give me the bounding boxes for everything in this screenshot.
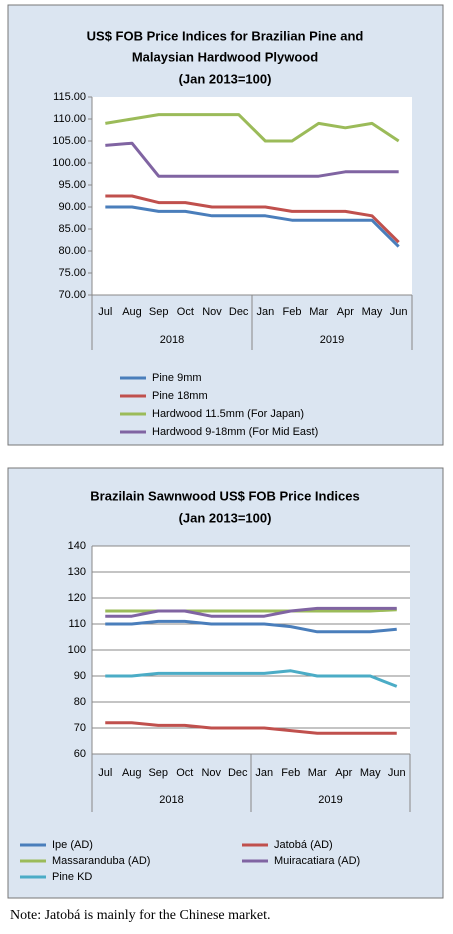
- legend-label: Massaranduba (AD): [52, 855, 150, 867]
- x-tick-label: Aug: [122, 767, 142, 779]
- year-label: 2019: [318, 794, 342, 806]
- series-line: [105, 194, 400, 244]
- x-tick-label: Oct: [177, 306, 194, 318]
- y-tick-label: 70.00: [58, 289, 86, 301]
- legend-label: Pine 18mm: [152, 390, 208, 402]
- year-label: 2018: [159, 794, 183, 806]
- legend-label: Muiracatiara (AD): [274, 855, 360, 867]
- legend-label: Ipe (AD): [52, 839, 93, 851]
- x-tick-label: Sep: [148, 767, 168, 779]
- series-line: [105, 205, 400, 248]
- y-tick-label: 70: [74, 722, 86, 734]
- x-tick-label: Apr: [337, 306, 354, 318]
- x-tick-label: Jan: [255, 767, 273, 779]
- x-tick-label: Feb: [283, 306, 302, 318]
- x-tick-label: Feb: [281, 767, 300, 779]
- legend-label: Hardwood 9-18mm (For Mid East): [152, 426, 318, 438]
- x-tick-label: Jan: [256, 306, 274, 318]
- y-tick-label: 100.00: [52, 157, 86, 169]
- legend-label: Jatobá (AD): [274, 839, 333, 851]
- y-tick-label: 60: [74, 748, 86, 760]
- y-tick-label: 90.00: [58, 201, 86, 213]
- y-tick-label: 80.00: [58, 245, 86, 257]
- chart-title: Brazilain Sawnwood US$ FOB Price Indices: [90, 488, 359, 503]
- x-tick-label: Jul: [98, 306, 112, 318]
- series-line: [105, 141, 399, 178]
- x-tick-label: Jun: [390, 306, 408, 318]
- x-tick-label: Mar: [308, 767, 327, 779]
- x-tick-label: Nov: [201, 767, 221, 779]
- chart-title: (Jan 2013=100): [179, 71, 272, 86]
- x-tick-label: Oct: [176, 767, 193, 779]
- x-tick-label: Dec: [229, 306, 249, 318]
- series-line: [105, 619, 397, 634]
- y-tick-label: 75.00: [58, 267, 86, 279]
- y-tick-label: 85.00: [58, 223, 86, 235]
- chart-title: (Jan 2013=100): [179, 510, 272, 525]
- y-tick-label: 120: [68, 592, 86, 604]
- year-label: 2018: [160, 334, 184, 346]
- series-line: [105, 606, 397, 618]
- x-tick-label: Jun: [388, 767, 406, 779]
- y-tick-label: 140: [68, 540, 86, 552]
- chart-title: Malaysian Hardwood Plywood: [132, 49, 318, 64]
- chart-title: US$ FOB Price Indices for Brazilian Pine…: [87, 28, 364, 43]
- y-tick-label: 95.00: [58, 179, 86, 191]
- x-tick-label: Mar: [309, 306, 328, 318]
- plot-area: [92, 97, 412, 295]
- y-tick-label: 110.00: [53, 113, 86, 125]
- year-label: 2019: [320, 334, 344, 346]
- x-tick-label: Apr: [335, 767, 352, 779]
- x-tick-label: Nov: [202, 306, 222, 318]
- y-tick-label: 105.00: [52, 135, 86, 147]
- y-tick-label: 110: [68, 618, 86, 630]
- y-tick-label: 80: [74, 696, 86, 708]
- legend-label: Hardwood 11.5mm (For Japan): [152, 408, 304, 420]
- y-tick-label: 130: [68, 566, 86, 578]
- legend-label: Pine 9mm: [152, 372, 202, 384]
- series-line: [105, 113, 400, 143]
- x-tick-label: Jul: [98, 767, 112, 779]
- y-tick-label: 100: [68, 644, 86, 656]
- x-tick-label: Aug: [122, 306, 142, 318]
- note: Note: Jatobá is mainly for the Chinese m…: [10, 908, 271, 923]
- y-tick-label: 90: [74, 670, 86, 682]
- series-line: [105, 721, 397, 735]
- series-line: [105, 669, 398, 688]
- x-tick-label: May: [360, 767, 381, 779]
- x-tick-label: Dec: [228, 767, 248, 779]
- x-tick-label: May: [362, 306, 383, 318]
- x-tick-label: Sep: [149, 306, 169, 318]
- legend-label: Pine KD: [52, 871, 92, 883]
- y-tick-label: 115.00: [53, 91, 86, 103]
